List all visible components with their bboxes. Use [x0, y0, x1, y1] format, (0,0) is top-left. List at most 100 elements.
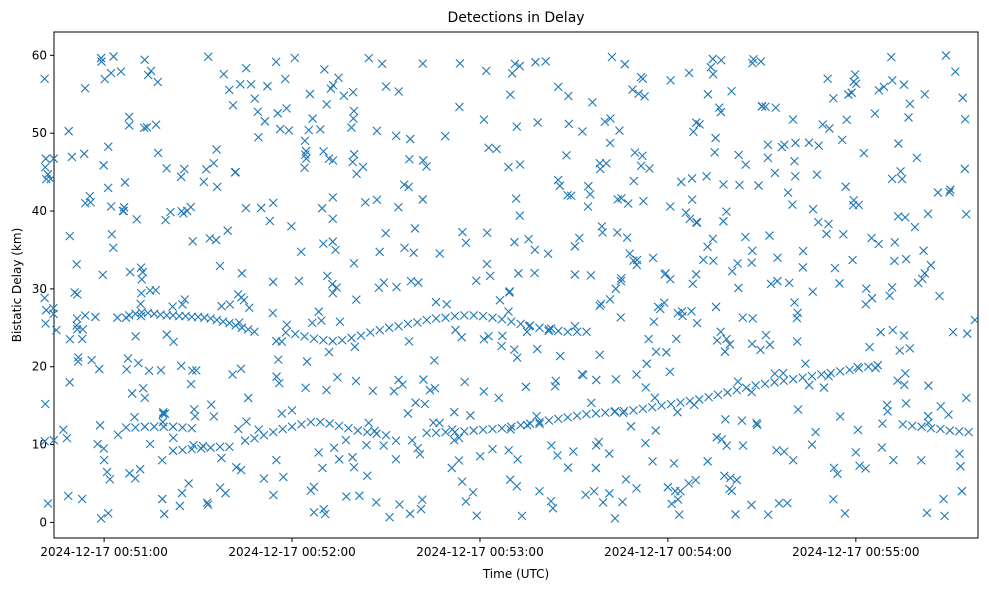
data-point	[703, 242, 712, 252]
data-point	[41, 154, 51, 164]
data-point	[761, 102, 770, 112]
data-point	[112, 313, 122, 323]
data-point	[144, 366, 154, 376]
data-point	[901, 398, 911, 408]
data-point	[349, 114, 358, 123]
data-point	[301, 383, 311, 393]
data-point	[957, 486, 967, 496]
data-point	[667, 499, 677, 509]
data-point	[698, 255, 708, 265]
data-point	[95, 420, 105, 430]
data-point	[727, 266, 737, 276]
data-point	[734, 150, 744, 160]
data-point	[215, 261, 225, 271]
data-point	[960, 114, 970, 124]
data-point	[168, 302, 177, 311]
data-point	[459, 310, 469, 320]
data-point	[669, 459, 679, 468]
data-point	[236, 364, 246, 374]
data-point	[212, 145, 221, 154]
data-point	[955, 449, 964, 459]
data-point	[850, 70, 860, 79]
y-tick-label: 60	[32, 48, 47, 62]
data-point	[422, 428, 432, 438]
data-point	[632, 370, 641, 379]
data-point	[184, 479, 194, 488]
data-point	[225, 318, 234, 328]
chart-title: Detections in Delay	[447, 10, 584, 26]
data-point	[507, 68, 517, 78]
data-point	[233, 424, 243, 434]
data-point	[260, 116, 270, 126]
data-point	[145, 286, 155, 295]
data-point	[187, 366, 197, 376]
data-point	[845, 365, 854, 375]
data-point	[703, 89, 713, 99]
data-point	[198, 441, 208, 451]
data-point	[415, 449, 425, 459]
data-point	[738, 441, 748, 451]
data-point	[741, 383, 751, 393]
data-point	[890, 237, 900, 247]
data-point	[46, 174, 56, 184]
data-point	[153, 77, 163, 87]
data-point	[883, 407, 892, 416]
data-point	[749, 54, 758, 64]
data-point	[188, 236, 198, 246]
data-point	[708, 69, 718, 79]
data-point	[334, 454, 344, 464]
data-point	[792, 337, 802, 346]
data-point	[430, 383, 440, 393]
data-point	[600, 117, 610, 127]
data-point	[241, 203, 251, 213]
data-point	[119, 206, 128, 216]
data-point	[639, 196, 648, 206]
y-tick-label: 50	[32, 126, 47, 140]
data-point	[331, 245, 340, 255]
data-point	[673, 308, 683, 318]
data-point	[612, 228, 622, 237]
data-point	[484, 143, 494, 153]
data-point	[924, 418, 933, 428]
data-point	[813, 217, 823, 227]
data-point	[282, 320, 292, 330]
data-point	[368, 386, 378, 396]
data-point	[710, 147, 720, 157]
data-point	[217, 301, 226, 311]
data-point	[138, 267, 148, 277]
data-point	[893, 211, 903, 221]
data-point	[535, 417, 544, 427]
data-point	[544, 324, 554, 334]
data-point	[209, 158, 219, 168]
data-point	[570, 241, 580, 251]
data-point	[454, 433, 464, 443]
data-point	[221, 488, 230, 498]
data-point	[65, 231, 75, 241]
data-point	[230, 168, 240, 177]
data-point	[798, 263, 808, 272]
data-point	[374, 283, 384, 293]
data-point	[747, 246, 757, 256]
data-point	[417, 495, 427, 505]
data-point	[301, 146, 311, 156]
data-point	[878, 419, 887, 428]
data-point	[581, 490, 591, 500]
data-point	[80, 198, 90, 208]
data-point	[225, 300, 235, 309]
data-point	[379, 441, 389, 450]
data-point	[186, 379, 196, 389]
data-point	[780, 140, 789, 150]
data-point	[72, 314, 82, 323]
data-point	[616, 312, 626, 322]
data-point	[670, 486, 680, 496]
data-point	[788, 200, 797, 210]
data-point	[235, 79, 245, 89]
data-point	[420, 399, 430, 409]
data-point	[958, 93, 968, 103]
data-point	[695, 120, 704, 129]
data-point	[281, 328, 291, 337]
data-point	[687, 174, 697, 183]
data-point	[674, 510, 684, 520]
data-point	[924, 381, 933, 391]
